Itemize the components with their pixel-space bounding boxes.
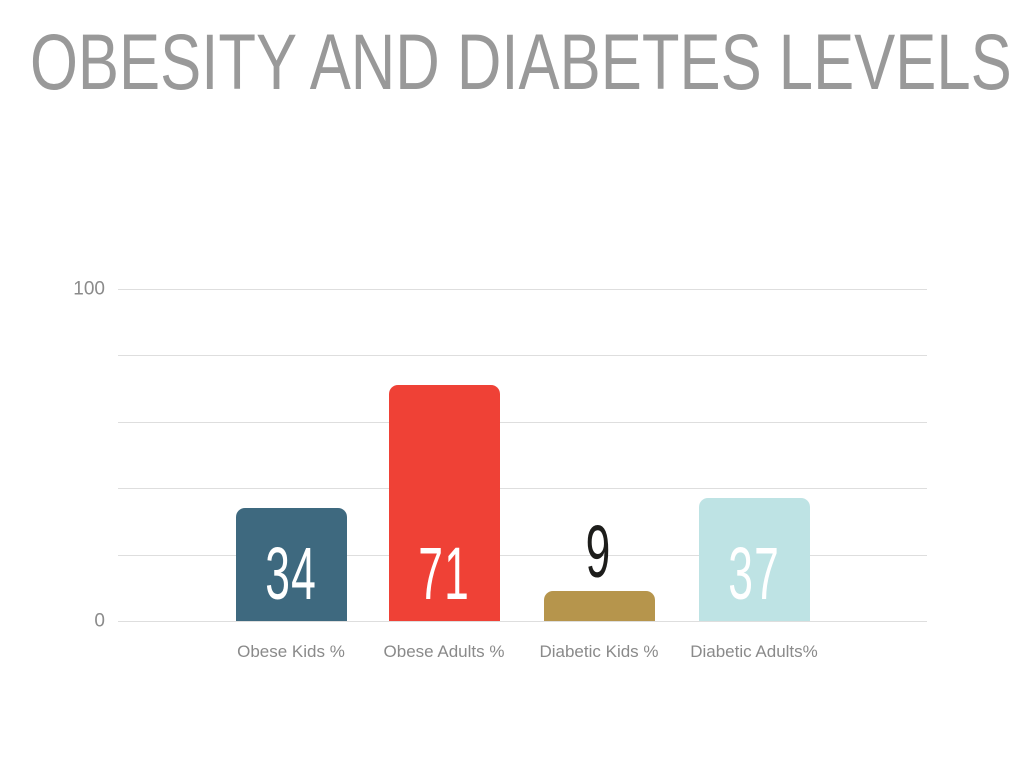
x-axis-category-label: Diabetic Kids % [539,642,659,661]
x-axis-category-label: Obese Kids % [237,642,345,661]
gridline [118,289,927,290]
chart-title-text: OBESITY AND DIABETES LEVELS [30,17,1012,106]
gridline [118,554,927,556]
y-axis-tick-label: 0 [94,610,105,632]
bar-value-digits: 9 [586,510,612,594]
bar-obese-adults [388,385,500,621]
y-axis-tick-label: 100 [73,278,105,300]
x-axis-category-label: Obese Adults % [383,642,505,661]
x-axis-category-label: Diabetic Adults% [690,642,818,661]
gridline [118,355,927,357]
bar-value-label: 9 [489,515,709,589]
bar-diabetic-adults [698,498,810,621]
chart-title: OBESITY AND DIABETES LEVELS [30,22,1024,101]
bar-diabetic-kids [543,591,655,621]
bar-chart-plot-area: 100 0 34 71 9 37 Obese Kids % Obese Adults % D… [73,280,927,661]
gridline [118,421,927,423]
gridline [118,621,927,622]
bar-obese-kids [235,508,347,621]
gridline [118,488,927,490]
